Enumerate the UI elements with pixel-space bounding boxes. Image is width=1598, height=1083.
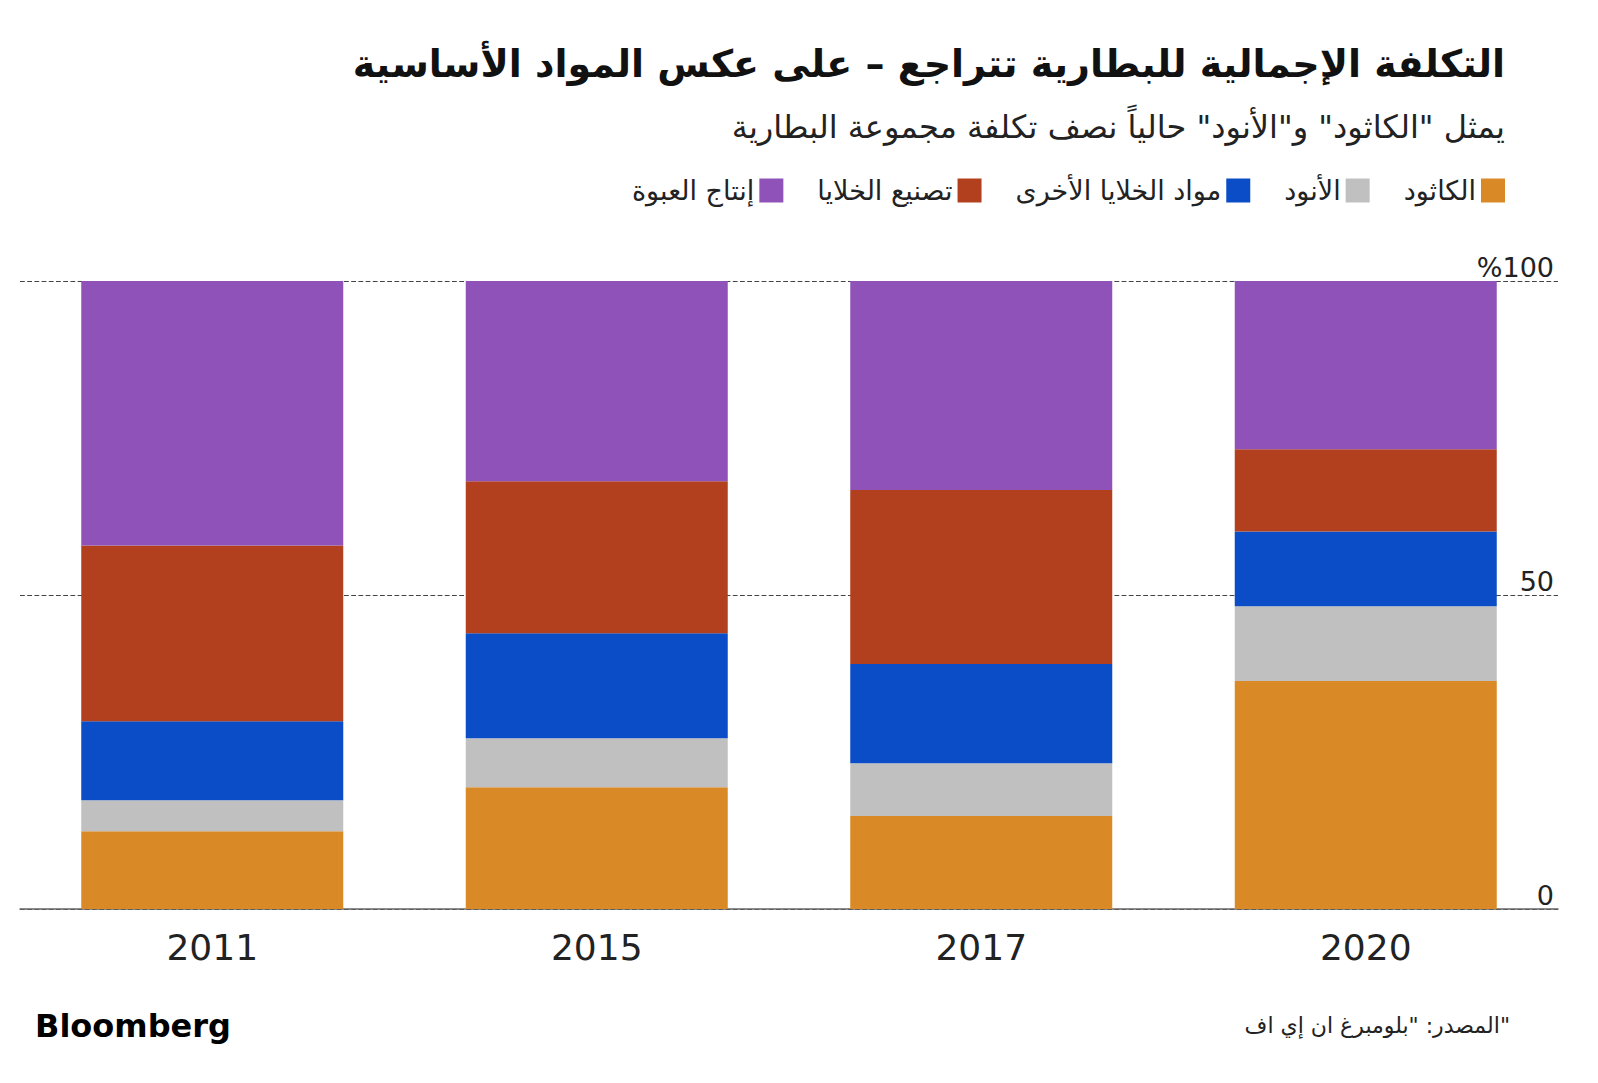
svg-text:0: 0 xyxy=(1537,880,1554,911)
svg-text:%100: %100 xyxy=(1477,252,1554,283)
svg-text:2020: 2020 xyxy=(1320,927,1412,968)
svg-text:50: 50 xyxy=(1520,566,1554,597)
svg-text:تصنيع الخلايا: تصنيع الخلايا xyxy=(817,175,952,207)
svg-text:المصدر: "بلومبرغ ان إي اف": المصدر: "بلومبرغ ان إي اف" xyxy=(1245,1013,1510,1039)
svg-text:Bloomberg: Bloomberg xyxy=(35,1007,231,1045)
svg-text:2011: 2011 xyxy=(166,927,258,968)
svg-text:2015: 2015 xyxy=(551,927,643,968)
svg-text:يمثل "الكاثود" و"الأنود" حاليا: يمثل "الكاثود" و"الأنود" حالياً نصف تكلف… xyxy=(732,104,1505,146)
svg-text:إنتاج العبوة: إنتاج العبوة xyxy=(632,175,754,207)
svg-text:الكاثود: الكاثود xyxy=(1404,175,1476,207)
svg-text:2017: 2017 xyxy=(935,927,1027,968)
svg-text:مواد الخلايا الأخرى: مواد الخلايا الأخرى xyxy=(1016,173,1222,207)
svg-text:التكلفة الإجمالية للبطارية تتر: التكلفة الإجمالية للبطارية تتراجع – على … xyxy=(353,40,1505,86)
svg-text:الأنود: الأنود xyxy=(1284,173,1340,207)
